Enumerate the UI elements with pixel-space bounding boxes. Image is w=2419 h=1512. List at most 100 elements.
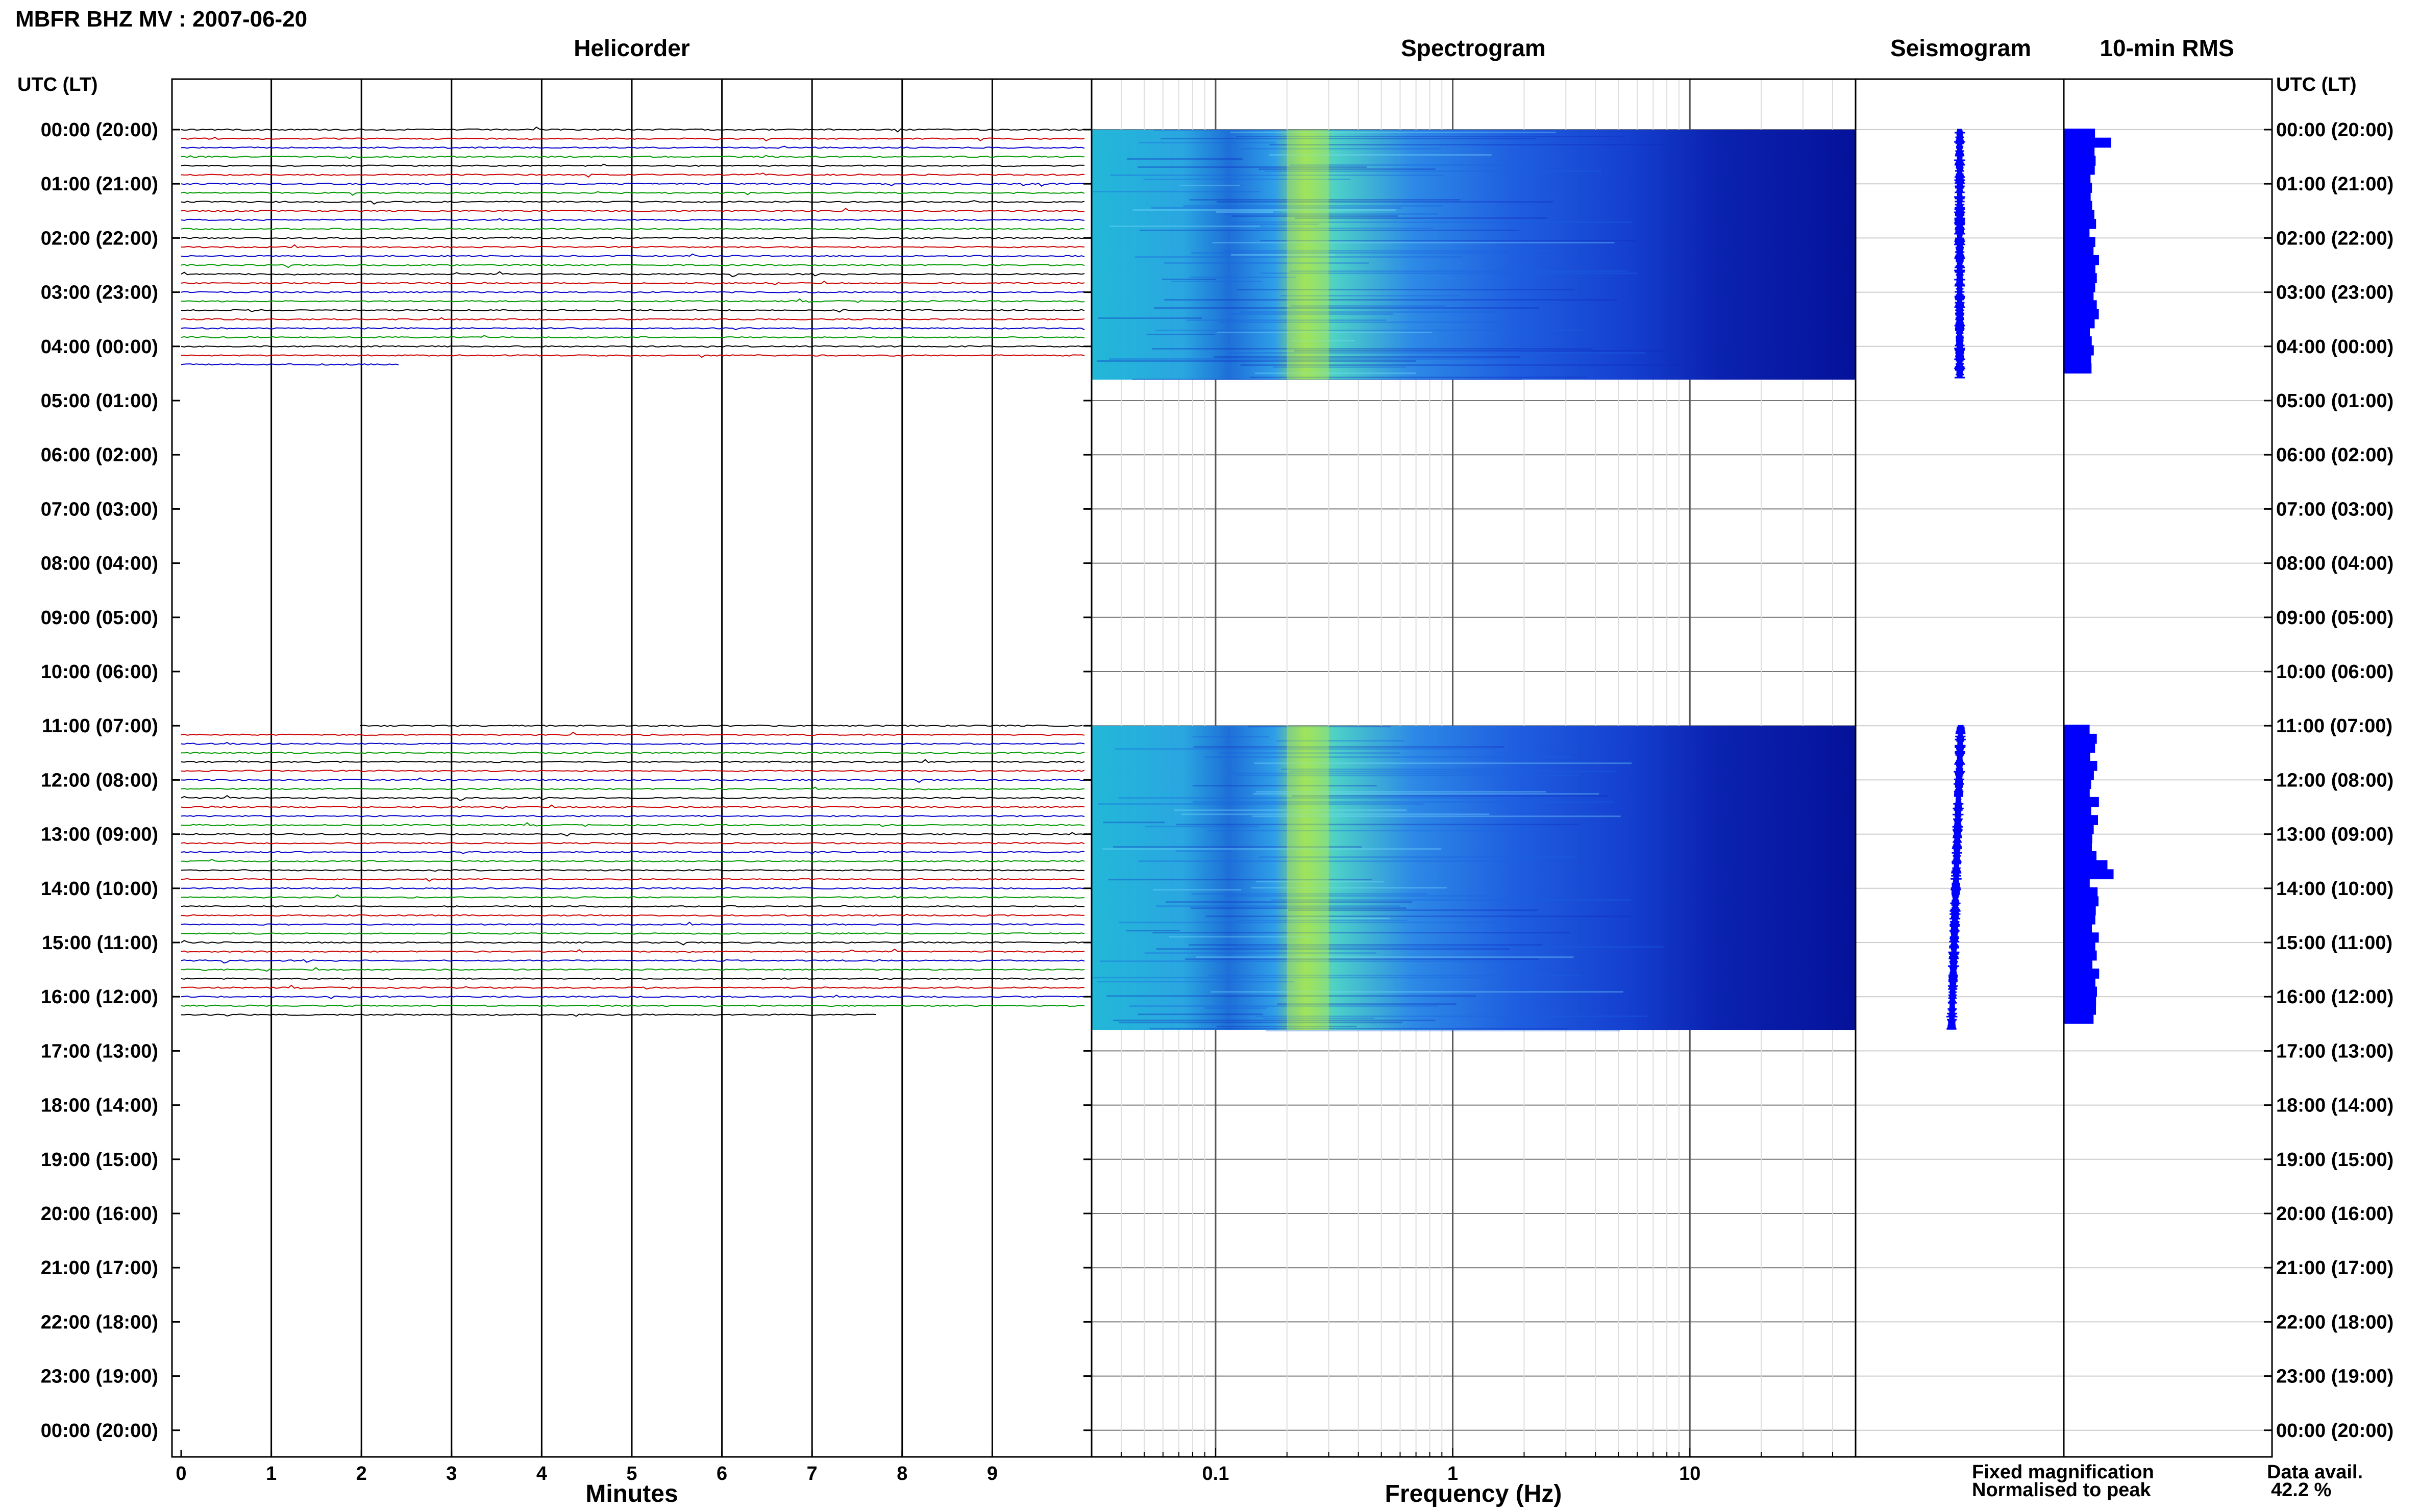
rms-bar xyxy=(2064,869,2114,880)
spectrogram-streak xyxy=(1295,217,1547,219)
time-axis-header-right: UTC (LT) xyxy=(2276,74,2357,95)
spectrogram-streak xyxy=(1098,803,1424,805)
spectrogram-streak xyxy=(1281,769,1498,771)
spectrogram-streak xyxy=(1156,948,1510,950)
spectrogram-title: Spectrogram xyxy=(1401,35,1546,61)
rms-bar xyxy=(2064,905,2096,915)
helicorder-trace xyxy=(181,218,1085,221)
spectrogram-streak xyxy=(1191,252,1510,254)
spectrogram-streak xyxy=(1175,850,1232,852)
time-label-right: 01:00 (21:00) xyxy=(2276,173,2393,195)
helicorder-x-tick-label: 5 xyxy=(626,1463,637,1484)
spectrogram-streak xyxy=(1113,846,1362,848)
spectrogram-streak xyxy=(1252,815,1621,817)
spectrogram-streak xyxy=(1204,756,1572,758)
time-label-right: 21:00 (17:00) xyxy=(2276,1257,2393,1279)
spectrogram-block xyxy=(1092,130,1856,380)
spectrogram-streak xyxy=(1119,797,1494,799)
time-label-right: 12:00 (08:00) xyxy=(2276,770,2393,791)
helicorder-trace xyxy=(181,804,1085,809)
helicorder-trace xyxy=(181,298,1085,303)
time-label-left: 22:00 (18:00) xyxy=(41,1311,158,1333)
spectrogram-streak xyxy=(1276,740,1404,742)
helicorder-trace xyxy=(181,939,1085,946)
rms-bar xyxy=(2064,770,2094,780)
legend-fixed-magnification: Fixed magnification xyxy=(1972,1461,2154,1483)
helicorder-trace xyxy=(181,731,1085,736)
time-label-right: 17:00 (13:00) xyxy=(2276,1040,2393,1062)
time-label-right: 04:00 (00:00) xyxy=(2276,336,2393,358)
spectrogram-streak xyxy=(1145,826,1258,828)
spectrogram-streak xyxy=(1154,307,1540,309)
helicorder-trace xyxy=(181,959,1085,964)
helicorder-trace xyxy=(181,977,1085,980)
helicorder-trace xyxy=(181,878,1085,882)
helicorder-trace xyxy=(181,126,1085,133)
spectrogram-streak xyxy=(1139,142,1276,143)
helicorder-xlabel: Minutes xyxy=(585,1480,678,1507)
helicorder-x-tick-label: 7 xyxy=(807,1463,818,1484)
helicorder-trace xyxy=(181,182,1085,187)
helicorder-x-tick-label: 3 xyxy=(446,1463,457,1484)
spectrogram-streak xyxy=(1193,746,1504,748)
spectrogram-streak xyxy=(1165,901,1413,903)
rms-bar xyxy=(2064,986,2097,997)
rms-bar xyxy=(2064,977,2095,988)
spectrogram-streak xyxy=(1240,364,1680,366)
rms-bar xyxy=(2064,797,2099,807)
spectrogram-streak xyxy=(1156,905,1400,907)
helicorder-trace xyxy=(181,967,1085,972)
spectrogram-streak xyxy=(1110,175,1444,176)
spectrogram-x-tick-label: 10 xyxy=(1679,1463,1700,1484)
rms-bar xyxy=(2064,941,2095,952)
time-label-right: 06:00 (02:00) xyxy=(2276,444,2393,466)
rms-bar xyxy=(2064,318,2095,329)
helicorder-trace xyxy=(181,887,1085,890)
spectrogram-streak xyxy=(1208,975,1582,977)
time-label-left: 14:00 (10:00) xyxy=(41,878,158,900)
rms-bar xyxy=(2064,183,2092,193)
spectrogram-streak xyxy=(1119,1022,1402,1024)
spectrogram-streak xyxy=(1290,771,1616,773)
spectrogram-streak xyxy=(1266,1030,1620,1032)
time-label-left: 19:00 (15:00) xyxy=(41,1149,158,1171)
spectrogram-streak xyxy=(1103,822,1165,824)
rms-bar xyxy=(2064,246,2094,256)
helicorder-trace xyxy=(181,1004,1085,1007)
spectrogram-streak xyxy=(1240,311,1506,313)
spectrogram-streak xyxy=(1216,1026,1357,1028)
spectrogram-streak xyxy=(1109,226,1260,227)
rms-bar xyxy=(2064,896,2099,907)
spectrogram-streak xyxy=(1119,922,1514,924)
time-label-right: 00:00 (20:00) xyxy=(2276,1420,2393,1442)
spectrogram-streak xyxy=(1205,915,1631,918)
rms-bar xyxy=(2064,164,2095,175)
helicorder-trace xyxy=(181,236,1085,239)
rms-bar xyxy=(2064,137,2111,148)
spectrogram-streak xyxy=(1139,230,1519,231)
time-label-right: 09:00 (05:00) xyxy=(2276,607,2393,629)
rms-bar xyxy=(2064,291,2094,302)
rms-bar xyxy=(2064,824,2094,834)
spectrogram-streak xyxy=(1216,211,1273,213)
rms-bar xyxy=(2064,1004,2096,1015)
spectrogram-streak xyxy=(1126,930,1180,932)
rms-bar xyxy=(2064,327,2090,338)
spectrogram-streak xyxy=(1223,895,1494,897)
time-label-left: 02:00 (22:00) xyxy=(41,228,158,249)
helicorder-trace xyxy=(181,253,1085,258)
time-label-right: 10:00 (06:00) xyxy=(2276,661,2393,683)
spectrogram-streak xyxy=(1292,795,1608,797)
helicorder-trace xyxy=(181,200,1085,205)
helicorder-trace xyxy=(181,191,1085,196)
helicorder-trace xyxy=(181,172,1085,178)
spectrogram-streak xyxy=(1151,207,1402,209)
helicorder-x-tick-label: 9 xyxy=(987,1463,998,1484)
time-axis-header-left: UTC (LT) xyxy=(17,74,98,95)
helicorder-trace xyxy=(181,363,399,366)
helicorder-trace xyxy=(181,759,1085,763)
spectrogram-streak xyxy=(1129,1005,1439,1007)
time-label-left: 06:00 (02:00) xyxy=(41,444,158,466)
spectrogram-streak xyxy=(1294,350,1665,352)
